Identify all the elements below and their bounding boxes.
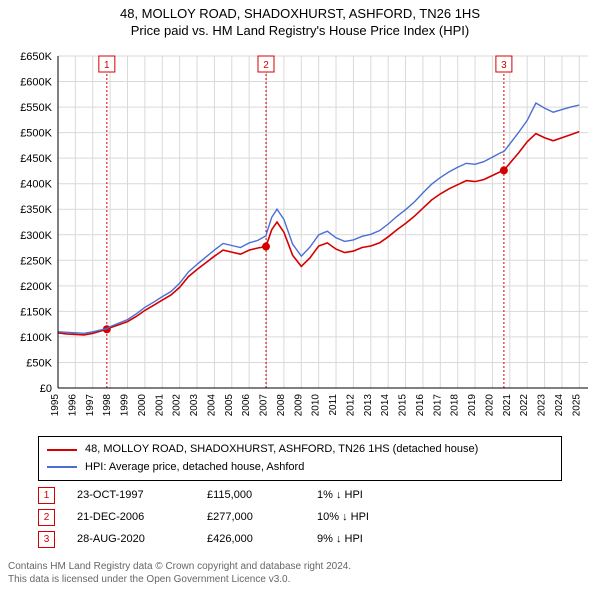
legend-label-hpi: HPI: Average price, detached house, Ashf… — [85, 459, 304, 477]
legend-swatch-property — [47, 449, 77, 451]
legend: 48, MOLLOY ROAD, SHADOXHURST, ASHFORD, T… — [38, 436, 562, 481]
svg-text:2025: 2025 — [571, 394, 582, 417]
svg-text:2013: 2013 — [363, 394, 374, 417]
chart-svg: £0 £50K £100K £150K £200K £250K £300K £350K £400… — [8, 48, 592, 428]
event-pct-2: 10% ↓ HPI — [317, 506, 437, 528]
svg-text:2000: 2000 — [137, 394, 148, 417]
svg-text:£650K: £650K — [20, 51, 52, 63]
event-row-3: 3 28-AUG-2020 £426,000 9% ↓ HPI — [38, 528, 437, 550]
svg-text:2006: 2006 — [241, 394, 252, 417]
svg-text:£300K: £300K — [20, 230, 52, 242]
chart-area: £0 £50K £100K £150K £200K £250K £300K £350K £400… — [8, 48, 592, 428]
svg-text:£0: £0 — [40, 383, 52, 395]
svg-text:£550K: £550K — [20, 102, 52, 114]
svg-text:£400K: £400K — [20, 179, 52, 191]
svg-text:2003: 2003 — [189, 394, 200, 417]
svg-text:2001: 2001 — [154, 394, 165, 417]
legend-row-hpi: HPI: Average price, detached house, Ashf… — [47, 459, 553, 477]
svg-text:2015: 2015 — [398, 394, 409, 417]
svg-text:1995: 1995 — [50, 394, 61, 417]
svg-text:2017: 2017 — [432, 394, 443, 417]
event-row-1: 1 23-OCT-1997 £115,000 1% ↓ HPI — [38, 484, 437, 506]
title-line-2: Price paid vs. HM Land Registry's House … — [0, 23, 600, 40]
event-date-2: 21-DEC-2006 — [77, 506, 207, 528]
legend-row-property: 48, MOLLOY ROAD, SHADOXHURST, ASHFORD, T… — [47, 441, 553, 459]
chart-title: 48, MOLLOY ROAD, SHADOXHURST, ASHFORD, T… — [0, 0, 600, 40]
footer-line-2: This data is licensed under the Open Gov… — [8, 573, 351, 586]
footer: Contains HM Land Registry data © Crown c… — [8, 560, 351, 586]
event-price-3: £426,000 — [207, 528, 317, 550]
svg-text:2021: 2021 — [502, 394, 513, 417]
svg-text:£50K: £50K — [26, 357, 52, 369]
svg-text:1996: 1996 — [67, 394, 78, 417]
svg-text:£500K: £500K — [20, 128, 52, 140]
svg-text:2024: 2024 — [554, 394, 565, 417]
svg-text:2009: 2009 — [293, 394, 304, 417]
svg-text:2014: 2014 — [380, 394, 391, 417]
svg-text:2016: 2016 — [415, 394, 426, 417]
svg-text:2011: 2011 — [328, 394, 339, 416]
event-date-3: 28-AUG-2020 — [77, 528, 207, 550]
event-marker-2: 2 — [38, 509, 55, 526]
event-row-2: 2 21-DEC-2006 £277,000 10% ↓ HPI — [38, 506, 437, 528]
svg-text:£100K: £100K — [20, 332, 52, 344]
svg-text:2005: 2005 — [224, 394, 235, 417]
legend-swatch-hpi — [47, 466, 77, 468]
svg-text:£150K: £150K — [20, 306, 52, 318]
svg-text:1997: 1997 — [85, 394, 96, 417]
svg-text:1: 1 — [104, 60, 110, 71]
svg-text:2007: 2007 — [259, 394, 270, 417]
title-line-1: 48, MOLLOY ROAD, SHADOXHURST, ASHFORD, T… — [0, 6, 600, 23]
svg-text:3: 3 — [501, 60, 507, 71]
event-date-1: 23-OCT-1997 — [77, 484, 207, 506]
event-pct-1: 1% ↓ HPI — [317, 484, 437, 506]
svg-text:£200K: £200K — [20, 281, 52, 293]
svg-text:2022: 2022 — [519, 394, 530, 417]
legend-label-property: 48, MOLLOY ROAD, SHADOXHURST, ASHFORD, T… — [85, 441, 478, 459]
svg-text:£600K: £600K — [20, 77, 52, 89]
svg-text:2018: 2018 — [450, 394, 461, 417]
svg-text:2019: 2019 — [467, 394, 478, 417]
svg-text:1998: 1998 — [102, 394, 113, 417]
svg-text:2002: 2002 — [172, 394, 183, 417]
svg-text:£250K: £250K — [20, 255, 52, 267]
footer-line-1: Contains HM Land Registry data © Crown c… — [8, 560, 351, 573]
event-marker-1: 1 — [38, 487, 55, 504]
event-price-1: £115,000 — [207, 484, 317, 506]
event-price-2: £277,000 — [207, 506, 317, 528]
svg-text:2023: 2023 — [537, 394, 548, 417]
svg-text:2: 2 — [263, 60, 269, 71]
event-list: 1 23-OCT-1997 £115,000 1% ↓ HPI 2 21-DEC… — [38, 484, 437, 550]
svg-text:2010: 2010 — [311, 394, 322, 417]
svg-text:2020: 2020 — [484, 394, 495, 417]
svg-text:2008: 2008 — [276, 394, 287, 417]
event-pct-3: 9% ↓ HPI — [317, 528, 437, 550]
event-marker-3: 3 — [38, 531, 55, 548]
svg-text:£450K: £450K — [20, 153, 52, 165]
svg-text:£350K: £350K — [20, 204, 52, 216]
svg-text:2012: 2012 — [345, 394, 356, 417]
svg-text:2004: 2004 — [206, 394, 217, 417]
svg-text:1999: 1999 — [120, 394, 131, 417]
